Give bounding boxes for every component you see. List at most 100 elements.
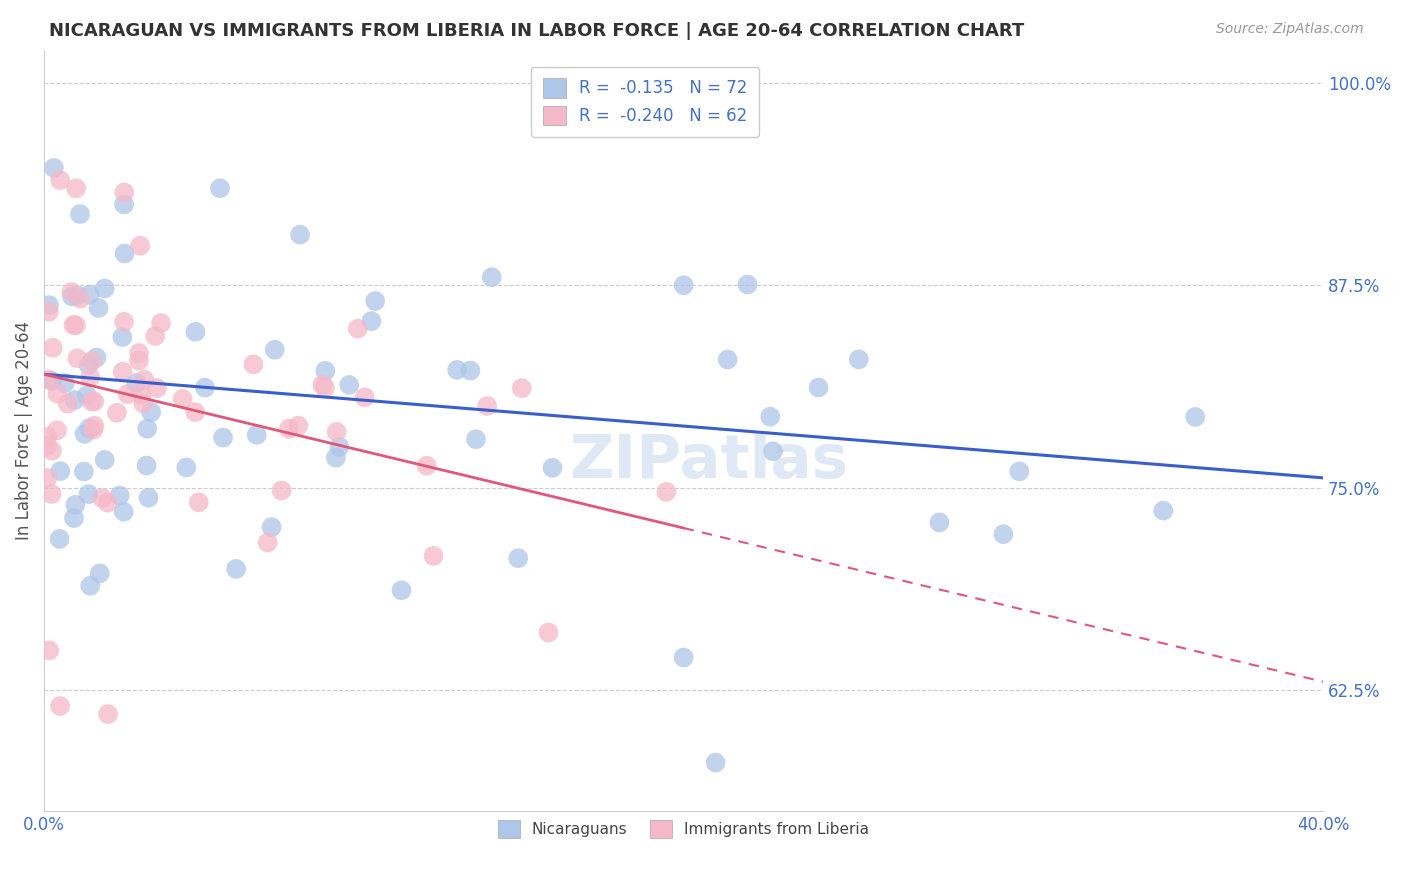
Point — [77, 487, 100, 501]
Point — [91, 491, 114, 505]
Point — [112, 505, 135, 519]
Point — [125, 376, 148, 390]
Point — [77, 358, 100, 372]
Point — [38, 643, 60, 657]
Point — [65, 318, 87, 333]
Point — [287, 418, 309, 433]
Point — [38, 305, 60, 319]
Point — [415, 458, 437, 473]
Point — [993, 527, 1015, 541]
Point — [337, 378, 360, 392]
Point — [82, 353, 104, 368]
Point — [208, 181, 231, 195]
Point — [172, 392, 194, 406]
Point — [37, 439, 59, 453]
Point — [325, 450, 347, 465]
Point — [48, 532, 70, 546]
Point — [460, 363, 482, 377]
Point — [360, 314, 382, 328]
Point — [73, 465, 96, 479]
Point — [66, 351, 89, 366]
Point — [65, 498, 87, 512]
Point — [704, 756, 727, 770]
Point — [49, 173, 72, 187]
Point — [37, 471, 59, 485]
Y-axis label: In Labor Force | Age 20-64: In Labor Force | Age 20-64 — [15, 321, 32, 541]
Point — [510, 381, 533, 395]
Point — [848, 352, 870, 367]
Point — [807, 380, 830, 394]
Point — [346, 321, 368, 335]
Point — [46, 386, 69, 401]
Point — [128, 346, 150, 360]
Point — [41, 443, 63, 458]
Point — [93, 281, 115, 295]
Point — [311, 377, 333, 392]
Point — [89, 566, 111, 581]
Point — [762, 444, 785, 458]
Point — [672, 650, 695, 665]
Point — [136, 422, 159, 436]
Point — [41, 374, 63, 388]
Point — [541, 460, 564, 475]
Point — [108, 489, 131, 503]
Point — [63, 392, 86, 407]
Point — [446, 363, 468, 377]
Point — [928, 516, 950, 530]
Point — [150, 316, 173, 330]
Point — [176, 460, 198, 475]
Point — [83, 394, 105, 409]
Point — [60, 285, 83, 299]
Point — [716, 352, 738, 367]
Point — [65, 181, 87, 195]
Point — [73, 426, 96, 441]
Point — [364, 293, 387, 308]
Point — [672, 278, 695, 293]
Text: ZIPatlas: ZIPatlas — [569, 432, 849, 491]
Point — [111, 330, 134, 344]
Point — [82, 423, 104, 437]
Point — [475, 399, 498, 413]
Point — [112, 186, 135, 200]
Point — [314, 381, 336, 395]
Point — [53, 376, 76, 390]
Point — [41, 487, 63, 501]
Point — [256, 535, 278, 549]
Point — [135, 458, 157, 473]
Point — [112, 315, 135, 329]
Point — [38, 298, 60, 312]
Point — [353, 390, 375, 404]
Point — [325, 425, 347, 439]
Point — [184, 405, 207, 419]
Point — [79, 579, 101, 593]
Point — [128, 353, 150, 368]
Point — [79, 287, 101, 301]
Point — [759, 409, 782, 424]
Point — [146, 381, 169, 395]
Point — [465, 432, 488, 446]
Point — [184, 325, 207, 339]
Text: NICARAGUAN VS IMMIGRANTS FROM LIBERIA IN LABOR FORCE | AGE 20-64 CORRELATION CHA: NICARAGUAN VS IMMIGRANTS FROM LIBERIA IN… — [49, 22, 1025, 40]
Point — [141, 405, 163, 419]
Point — [242, 358, 264, 372]
Point — [1008, 464, 1031, 478]
Point — [66, 288, 89, 302]
Point — [63, 511, 86, 525]
Point — [263, 343, 285, 357]
Point — [112, 197, 135, 211]
Point — [56, 396, 79, 410]
Point — [97, 496, 120, 510]
Point — [737, 277, 759, 292]
Point — [270, 483, 292, 498]
Point — [1184, 409, 1206, 424]
Point — [129, 239, 152, 253]
Point — [49, 698, 72, 713]
Point — [314, 364, 336, 378]
Point — [38, 372, 60, 386]
Point — [225, 562, 247, 576]
Point — [77, 421, 100, 435]
Point — [60, 289, 83, 303]
Point — [328, 440, 350, 454]
Point — [117, 387, 139, 401]
Point — [42, 161, 65, 175]
